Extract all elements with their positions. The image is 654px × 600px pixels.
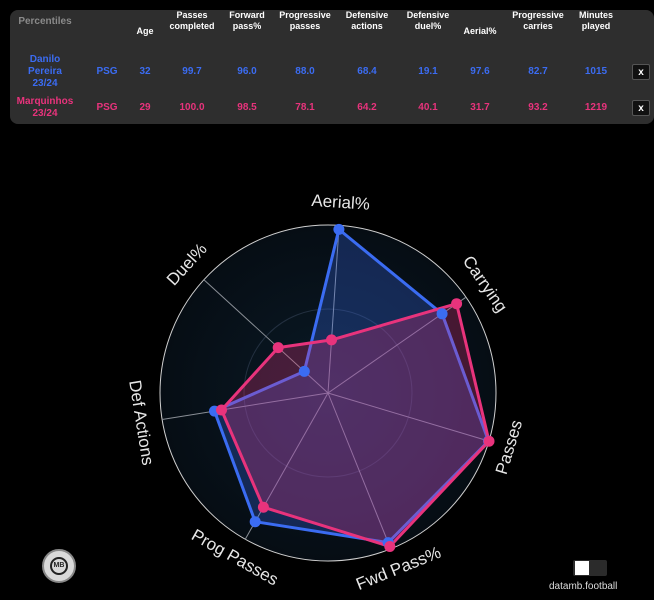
- data-point: [249, 516, 261, 528]
- stat-value: 31.7: [470, 102, 490, 113]
- column-header: Minutes played: [578, 10, 613, 31]
- toggle-knob[interactable]: [575, 561, 589, 575]
- radar-grid-ring: [243, 308, 413, 478]
- data-point: [384, 541, 396, 552]
- series-area: [213, 227, 490, 545]
- axis-label: Def Actions: [125, 379, 157, 467]
- player-name: Danilo Pereira 23/24: [28, 54, 62, 89]
- column-header: Progressive passes: [279, 10, 331, 31]
- datamb-logo: MB: [42, 549, 76, 583]
- radar-spoke: [327, 225, 340, 394]
- theme-toggle[interactable]: [573, 560, 607, 576]
- stat-value: 78.1: [295, 102, 315, 113]
- stat-value: 40.1: [418, 102, 438, 113]
- remove-player-button[interactable]: x: [632, 100, 650, 116]
- data-point: [333, 223, 345, 235]
- column-header: Passes completed: [169, 10, 215, 31]
- stat-value: 96.0: [237, 66, 257, 77]
- series-area: [220, 302, 491, 548]
- brand-label: datamb.football: [549, 581, 618, 592]
- stat-value: 19.1: [418, 66, 438, 77]
- data-point: [272, 342, 284, 354]
- logo-mark: MB: [50, 557, 68, 575]
- stat-value: 82.7: [528, 66, 548, 77]
- stat-value: 29: [139, 102, 151, 113]
- data-point: [483, 435, 495, 447]
- stat-value: 99.7: [182, 66, 202, 77]
- data-point: [298, 365, 310, 377]
- data-point: [326, 334, 337, 346]
- column-header: Percentiles: [18, 16, 72, 27]
- column-header: Aerial%: [463, 26, 497, 36]
- column-header: Forward pass%: [229, 10, 265, 31]
- column-header: Defensive actions: [345, 10, 389, 31]
- stat-value: 64.2: [357, 102, 377, 113]
- data-point: [436, 308, 448, 320]
- data-point: [216, 404, 227, 416]
- stat-value: 32: [139, 66, 151, 77]
- stat-value: 1219: [584, 102, 608, 113]
- data-point: [451, 298, 463, 310]
- remove-player-button[interactable]: x: [632, 64, 650, 80]
- radar-spoke: [244, 392, 329, 540]
- comparison-table: [10, 10, 654, 124]
- column-header: Defensive duel%: [406, 10, 450, 31]
- radar-spoke: [327, 392, 490, 442]
- column-header: Age: [136, 26, 154, 36]
- team-name: PSG: [96, 66, 118, 77]
- stat-value: 100.0: [179, 102, 205, 113]
- stat-value: 68.4: [357, 66, 377, 77]
- data-point: [257, 501, 269, 513]
- stat-value: 1015: [584, 66, 608, 77]
- radar-spoke: [162, 392, 329, 420]
- axis-label: Aerial%: [311, 191, 371, 214]
- radar-spoke: [327, 392, 392, 550]
- team-name: PSG: [96, 102, 118, 113]
- stat-value: 88.0: [295, 66, 315, 77]
- stat-value: 93.2: [528, 102, 548, 113]
- axis-label: Passes: [492, 418, 526, 477]
- column-header: Progressive carries: [512, 10, 564, 31]
- stat-value: 98.5: [237, 102, 257, 113]
- player-name: Marquinhos 23/24: [16, 96, 74, 119]
- stat-value: 97.6: [470, 66, 490, 77]
